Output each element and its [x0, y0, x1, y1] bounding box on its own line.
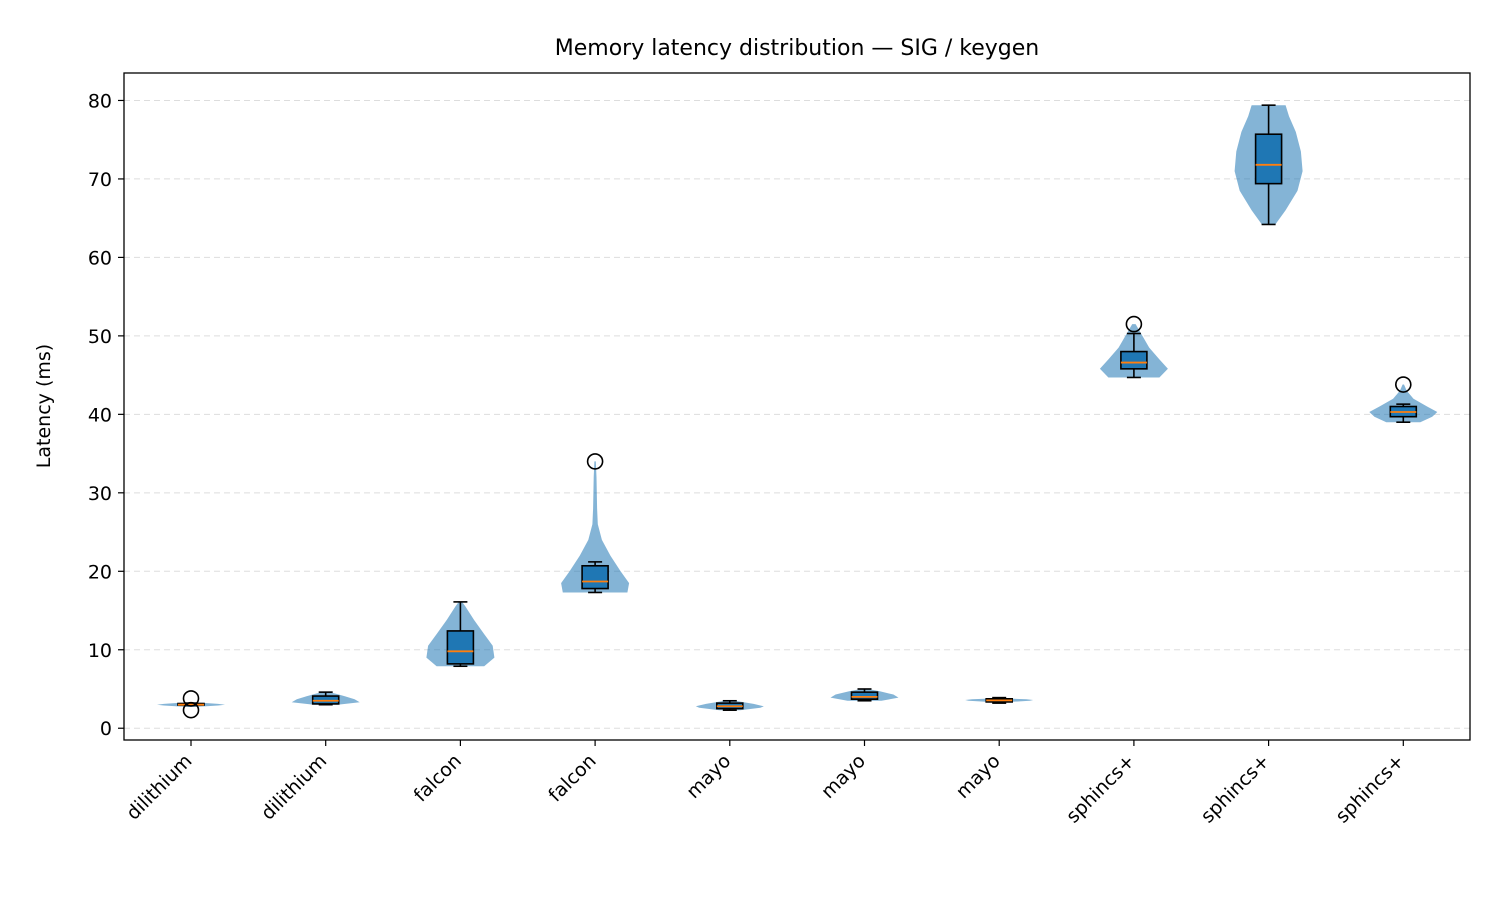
chart-title: Memory latency distribution — SIG / keyg…	[555, 36, 1039, 61]
box-iqr	[1120, 350, 1148, 370]
y-tick-label: 40	[88, 404, 112, 426]
plot-area-frame	[123, 72, 1471, 741]
outlier-point	[1395, 376, 1412, 393]
y-tick-label: 0	[100, 718, 112, 740]
boxplots	[177, 104, 1418, 719]
outlier-point	[182, 701, 200, 719]
box-iqr	[1254, 133, 1283, 185]
y-tick-label: 20	[88, 561, 112, 583]
outlier-point	[1125, 315, 1143, 333]
y-axis-ticks: 0 10 20 30 40 50 60 70 80	[88, 90, 124, 740]
y-tick-label: 80	[88, 90, 112, 112]
violin-body	[561, 461, 630, 593]
y-tick-label: 30	[88, 483, 112, 505]
y-tick-label: 70	[88, 169, 112, 191]
grid-lines	[124, 99, 1470, 729]
box-iqr	[446, 630, 475, 665]
box-iqr	[581, 564, 609, 590]
y-tick-label: 60	[88, 247, 112, 269]
box-iqr	[850, 691, 879, 700]
y-axis-label: Latency (ms)	[33, 344, 55, 468]
outlier-point	[182, 690, 200, 707]
y-tick-label: 10	[88, 640, 112, 662]
outlier-point	[586, 453, 604, 470]
y-tick-label: 50	[88, 326, 112, 348]
